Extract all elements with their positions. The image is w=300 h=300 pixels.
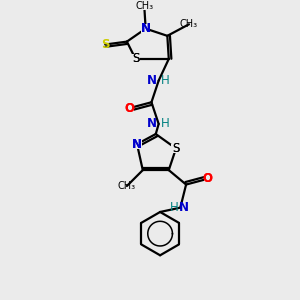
Text: N: N (141, 22, 151, 35)
FancyBboxPatch shape (141, 24, 150, 33)
FancyBboxPatch shape (132, 140, 142, 149)
Text: N: N (179, 201, 189, 214)
Text: S: S (172, 142, 180, 155)
Text: S: S (101, 38, 110, 51)
Text: S: S (172, 142, 180, 155)
Text: H: H (160, 117, 169, 130)
FancyBboxPatch shape (131, 54, 140, 64)
FancyBboxPatch shape (171, 144, 181, 153)
Text: N: N (147, 117, 157, 130)
Text: N: N (147, 74, 157, 87)
Text: O: O (125, 101, 135, 115)
Text: N: N (141, 22, 151, 35)
Text: N: N (132, 138, 142, 151)
Text: S: S (132, 52, 139, 65)
Text: N: N (132, 138, 142, 151)
Text: CH₃: CH₃ (180, 19, 198, 29)
FancyBboxPatch shape (126, 104, 134, 112)
Text: O: O (125, 101, 135, 115)
Text: O: O (203, 172, 213, 185)
Text: H: H (169, 201, 178, 214)
Text: CH₃: CH₃ (118, 181, 136, 191)
Text: CH₃: CH₃ (135, 1, 153, 10)
Text: O: O (203, 172, 213, 185)
Text: S: S (132, 52, 139, 65)
Text: H: H (160, 74, 169, 87)
FancyBboxPatch shape (204, 175, 212, 183)
